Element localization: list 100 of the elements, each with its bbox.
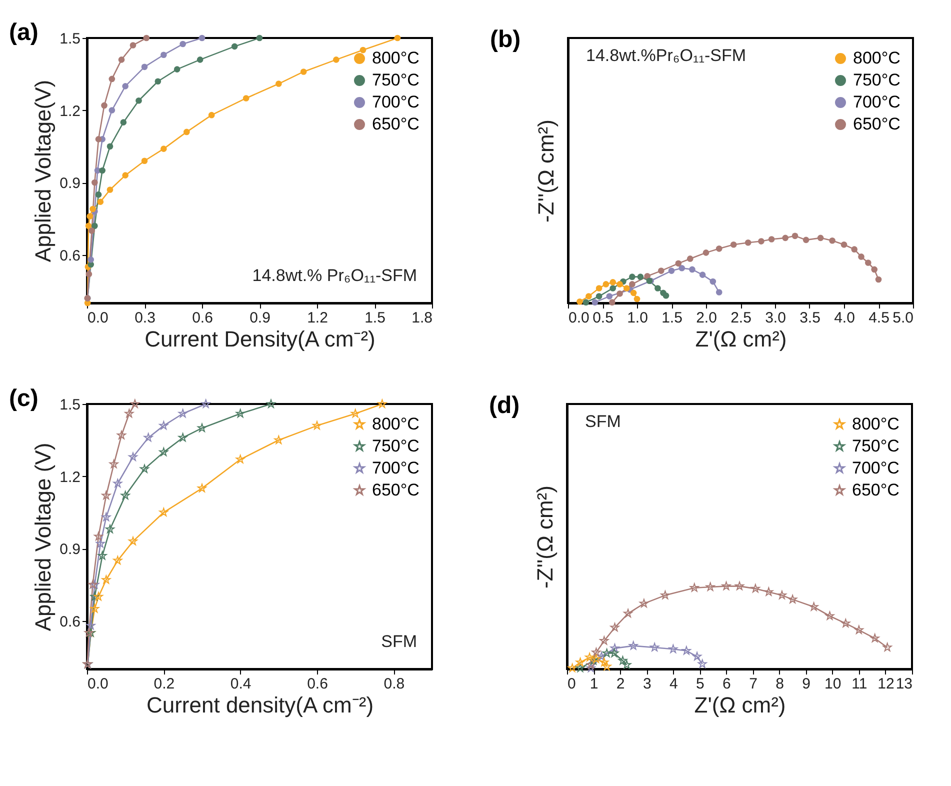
x-tick-label: 4 bbox=[669, 676, 678, 692]
point bbox=[628, 641, 638, 650]
point bbox=[96, 539, 105, 548]
point bbox=[113, 478, 122, 488]
point bbox=[602, 648, 612, 658]
point bbox=[198, 423, 206, 432]
point bbox=[634, 296, 640, 302]
point bbox=[858, 254, 864, 260]
point bbox=[629, 281, 636, 288]
point bbox=[128, 452, 138, 461]
x-tick-label: 0.4 bbox=[230, 676, 252, 692]
point bbox=[312, 421, 322, 430]
point bbox=[606, 293, 613, 300]
x-tick-label: 2.0 bbox=[696, 310, 717, 326]
point bbox=[128, 536, 138, 546]
point bbox=[236, 454, 245, 464]
point bbox=[94, 592, 103, 601]
x-tick-label: 2.5 bbox=[730, 310, 752, 326]
x-axis-title: Z'(Ω cm²) bbox=[694, 692, 786, 718]
legend-label: 750°C bbox=[852, 436, 900, 456]
x-tick-label: 2 bbox=[616, 676, 625, 692]
point bbox=[144, 433, 153, 442]
point bbox=[716, 289, 722, 296]
x-tick-label: 0.0 bbox=[568, 310, 590, 326]
point bbox=[88, 580, 98, 589]
point bbox=[84, 628, 94, 637]
point bbox=[610, 622, 620, 632]
point bbox=[716, 246, 722, 252]
x-tick-label: 12 bbox=[878, 676, 894, 692]
x-tick-label: 3 bbox=[642, 676, 652, 692]
legend-label: 800°C bbox=[853, 48, 900, 68]
point bbox=[678, 264, 686, 272]
y-tick-label: 0.6 bbox=[60, 613, 80, 630]
point bbox=[675, 260, 682, 267]
point bbox=[730, 241, 737, 248]
point bbox=[706, 582, 715, 591]
y-tick-label: 0.9 bbox=[60, 541, 80, 558]
legend-label: 650°C bbox=[853, 114, 900, 134]
y-tick-label: 0.6 bbox=[60, 247, 80, 264]
y-tick-label: 1.5 bbox=[60, 396, 80, 414]
point bbox=[660, 590, 670, 600]
point bbox=[102, 575, 111, 584]
legend-label: 700°C bbox=[852, 458, 900, 478]
point bbox=[825, 611, 834, 620]
point bbox=[840, 241, 848, 248]
y-tick-label: 0.9 bbox=[60, 175, 80, 192]
legend-label: 800°C bbox=[372, 414, 420, 434]
point bbox=[610, 279, 616, 286]
legend-label: 750°C bbox=[372, 436, 420, 456]
point bbox=[788, 594, 798, 604]
x-tick-label: 7 bbox=[749, 676, 758, 692]
point bbox=[689, 266, 696, 273]
point bbox=[124, 408, 134, 418]
y-axis-title: -Z''(Ω cm²) bbox=[532, 485, 558, 589]
point bbox=[802, 236, 810, 244]
point bbox=[585, 652, 594, 662]
x-tick-label: 13 bbox=[896, 676, 912, 692]
point bbox=[90, 592, 100, 601]
point bbox=[600, 636, 609, 645]
legend-label: 650°C bbox=[372, 480, 420, 500]
legend-label: 750°C bbox=[372, 70, 420, 90]
point bbox=[178, 433, 188, 442]
chart-title: (d) bbox=[489, 392, 520, 419]
x-tick-label: 5.0 bbox=[892, 310, 914, 326]
point bbox=[630, 290, 637, 296]
x-tick-label: 3.5 bbox=[800, 310, 820, 326]
point bbox=[109, 460, 118, 468]
point bbox=[735, 582, 744, 590]
point bbox=[864, 260, 872, 266]
chart-title: (a) bbox=[9, 19, 38, 46]
point bbox=[586, 293, 592, 300]
x-axis-title: Z'(Ω cm²) bbox=[695, 326, 787, 352]
point bbox=[140, 464, 149, 473]
x-tick-label: 0.6 bbox=[307, 676, 328, 692]
x-tick-label: 0.2 bbox=[154, 676, 175, 692]
point bbox=[870, 634, 880, 642]
point bbox=[586, 660, 596, 669]
chart-title: (b) bbox=[490, 26, 521, 53]
x-tick-label: 0.3 bbox=[134, 310, 156, 326]
point bbox=[610, 648, 619, 658]
point bbox=[764, 587, 774, 596]
point bbox=[851, 246, 858, 252]
point bbox=[159, 448, 168, 456]
point bbox=[882, 642, 892, 652]
point bbox=[610, 644, 620, 652]
point bbox=[637, 274, 644, 280]
point bbox=[602, 281, 610, 288]
point bbox=[592, 299, 598, 306]
legend-label: 700°C bbox=[372, 458, 420, 478]
x-tick-label: 1.5 bbox=[662, 310, 682, 326]
x-tick-label: 3.0 bbox=[765, 310, 786, 326]
x-tick-label: 1.2 bbox=[307, 310, 328, 326]
point bbox=[750, 584, 760, 593]
point bbox=[576, 663, 585, 672]
annotation: 14.8wt.% Pr₆O₁₁-SFM bbox=[252, 266, 417, 285]
x-tick-label: 0.0 bbox=[88, 676, 108, 692]
x-axis-title: Current Density(A cm⁻²) bbox=[144, 326, 376, 352]
point bbox=[102, 512, 111, 522]
point bbox=[710, 278, 716, 285]
legend-label: 800°C bbox=[372, 48, 420, 68]
